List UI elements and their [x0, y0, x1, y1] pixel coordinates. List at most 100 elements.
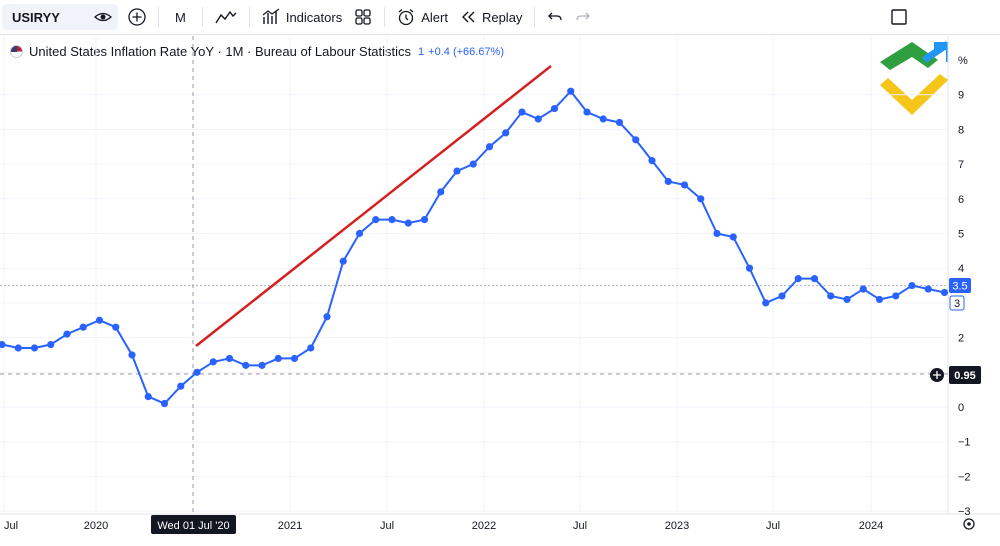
last-price-label: 3.5: [952, 281, 967, 293]
change-value: +0.4 (+66.67%): [428, 45, 505, 58]
data-point: [274, 354, 282, 363]
data-point: [290, 354, 299, 363]
price-axis-panel: [948, 36, 1000, 514]
data-point: [680, 181, 689, 189]
data-point: [112, 323, 120, 331]
x-tick-label: Jul: [380, 520, 394, 532]
data-point: [794, 275, 802, 283]
crosshair-y-badge: [949, 366, 981, 384]
y-tick-label: %: [958, 55, 968, 67]
data-point: [745, 264, 754, 272]
data-point: [355, 229, 364, 238]
data-point: [258, 361, 266, 369]
gear-center: [967, 522, 971, 526]
series-title: United States Inflation Rate YoY · 1M · …: [29, 44, 412, 59]
x-tick-label: Jul: [573, 520, 587, 532]
compare-button[interactable]: [122, 4, 152, 30]
symbol-label: USIRYY: [12, 9, 60, 25]
prev-value-badge: [949, 295, 965, 311]
data-point: [664, 177, 672, 186]
divider: [201, 7, 203, 27]
replay-button[interactable]: Replay: [454, 4, 528, 30]
data-point: [485, 143, 494, 151]
chart-legend: United States Inflation Rate YoY · 1M · …: [10, 44, 504, 59]
divider: [158, 7, 159, 27]
data-point: [924, 285, 932, 293]
data-point: [225, 354, 234, 363]
data-point: [323, 313, 331, 321]
y-tick-label: −2: [958, 471, 971, 483]
data-point: [372, 216, 380, 224]
indicators-button[interactable]: Indicators: [256, 4, 348, 30]
data-point: [242, 361, 250, 369]
top-toolbar: USIRYY M Indicators Alert Replay: [0, 0, 1000, 35]
x-tick-label: 2024: [859, 520, 883, 532]
data-point: [729, 233, 737, 241]
divider: [248, 7, 250, 27]
data-point: [0, 340, 6, 349]
symbol-search[interactable]: USIRYY: [2, 4, 118, 30]
y-tick-label: 9: [958, 90, 964, 102]
data-point: [79, 323, 87, 331]
data-point: [420, 216, 429, 224]
data-point: [437, 188, 445, 196]
data-point: [778, 292, 786, 300]
fullscreen-button[interactable]: [884, 4, 914, 30]
trend-line: [195, 65, 552, 347]
data-point: [550, 104, 559, 113]
replay-label: Replay: [481, 9, 523, 25]
chart-type-button[interactable]: [209, 4, 243, 30]
data-point: [63, 330, 71, 338]
x-tick-label: 2022: [472, 520, 496, 532]
settings-gear-icon: [963, 518, 975, 530]
redo-button[interactable]: [569, 4, 597, 30]
data-point: [875, 295, 884, 304]
data-point: [940, 288, 949, 297]
data-point: [339, 257, 347, 265]
templates-button[interactable]: [348, 4, 378, 30]
interval-button[interactable]: M: [165, 4, 196, 30]
data-point: [648, 157, 656, 165]
data-point: [404, 219, 412, 227]
x-tick-label: 2021: [278, 520, 302, 532]
data-point: [388, 216, 396, 224]
data-point: [453, 167, 461, 175]
rewind-icon: [461, 11, 475, 23]
square-icon: [891, 9, 907, 25]
data-point: [209, 358, 217, 366]
data-point: [144, 392, 152, 401]
data-point: [632, 136, 640, 144]
data-point: [599, 115, 607, 123]
alarm-clock-icon: [398, 9, 414, 26]
series-line: [1, 89, 945, 405]
redo-icon: [576, 12, 591, 21]
data-point: [47, 340, 55, 349]
y-tick-label: 4: [958, 263, 964, 275]
data-point: [843, 295, 851, 304]
alert-label: Alert: [421, 9, 448, 25]
data-point: [469, 160, 477, 168]
y-tick-label: 6: [958, 194, 964, 206]
prev-value-label: 3: [954, 298, 960, 310]
x-tick-label: 2023: [665, 520, 689, 532]
undo-button[interactable]: [541, 4, 569, 30]
data-point: [177, 382, 185, 390]
data-point: [892, 292, 900, 300]
y-tick-label: −1: [958, 437, 971, 449]
last-value: 1: [418, 45, 425, 58]
divider: [534, 7, 536, 27]
y-tick-label: 2: [958, 333, 964, 345]
alert-button[interactable]: Alert: [391, 4, 454, 30]
data-point: [193, 368, 201, 376]
last-price-badge: [949, 278, 971, 293]
data-point: [827, 292, 835, 300]
data-point: [697, 195, 705, 203]
crosshair-y-label: 0.95: [954, 370, 975, 382]
data-point: [615, 118, 624, 127]
eye-icon[interactable]: [94, 10, 112, 24]
data-point: [502, 129, 510, 137]
crosshair-x-label: Wed 01 Jul '20: [157, 520, 229, 532]
chart-area[interactable]: % 9 8 7 6 5 4 3 2 1 0 −1 −2 −3 Jul 2020 2021 Jul 2022 Jul 20…: [0, 35, 1000, 546]
y-tick-label: 7: [958, 159, 964, 171]
indicators-label: Indicators: [285, 9, 343, 25]
